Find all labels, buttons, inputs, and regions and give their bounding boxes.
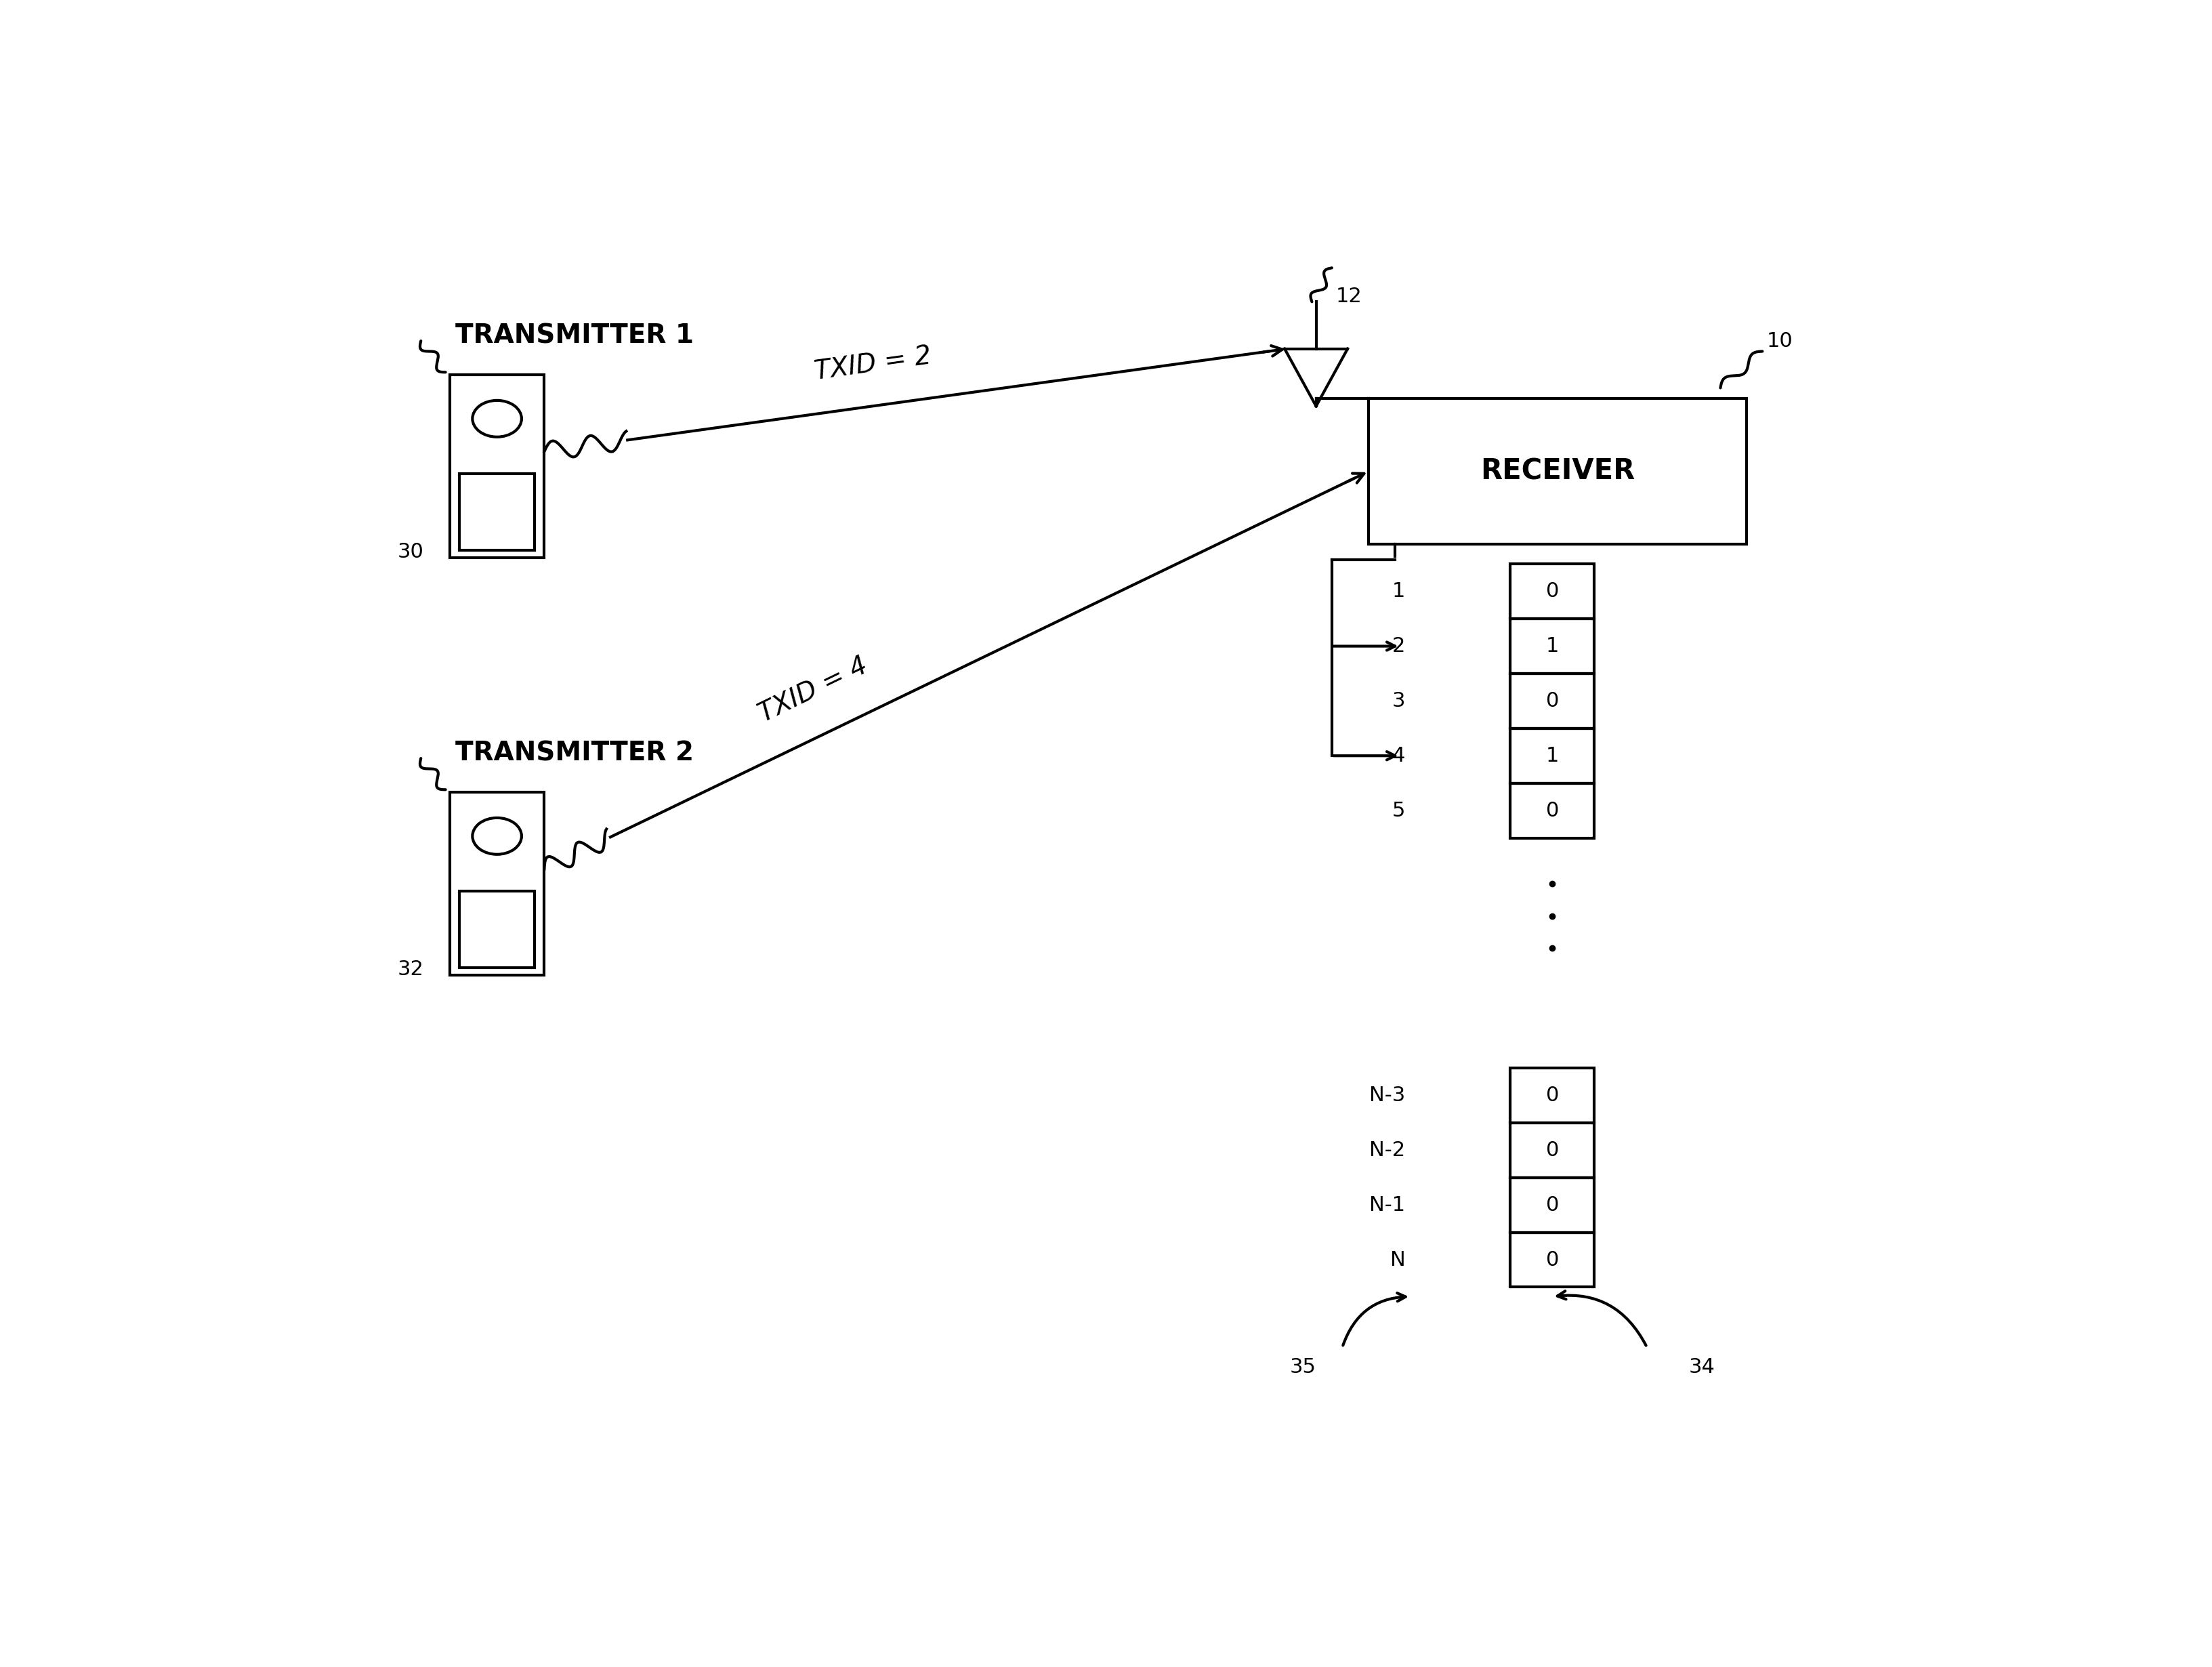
Text: 0: 0: [1546, 1250, 1559, 1270]
Bar: [460, 473, 535, 550]
Text: 5: 5: [1391, 800, 1405, 820]
Text: 0: 0: [1546, 1140, 1559, 1160]
Text: 35: 35: [1290, 1357, 1316, 1377]
Text: N: N: [1389, 1250, 1405, 1270]
Text: 1: 1: [1546, 745, 1559, 765]
Text: RECEIVER: RECEIVER: [1480, 457, 1635, 485]
Text: 0: 0: [1546, 800, 1559, 820]
Text: 1: 1: [1546, 637, 1559, 657]
Text: 0: 0: [1546, 1195, 1559, 1215]
Text: TRANSMITTER 1: TRANSMITTER 1: [456, 323, 695, 348]
Text: 0: 0: [1546, 582, 1559, 602]
Text: 0: 0: [1546, 1085, 1559, 1105]
Text: 2: 2: [1391, 637, 1405, 657]
Text: 0: 0: [1546, 692, 1559, 710]
Text: 32: 32: [398, 959, 425, 979]
Text: N-1: N-1: [1369, 1195, 1405, 1215]
Bar: [1511, 673, 1595, 728]
Bar: [1511, 1177, 1595, 1232]
Bar: [1511, 618, 1595, 673]
Text: TXID = 2: TXID = 2: [812, 343, 933, 385]
Text: 12: 12: [1336, 287, 1363, 307]
Text: 4: 4: [1391, 745, 1405, 765]
Text: 10: 10: [1767, 332, 1794, 352]
Text: 1: 1: [1391, 582, 1405, 602]
Text: 34: 34: [1690, 1357, 1714, 1377]
Bar: [1511, 563, 1595, 618]
Text: TRANSMITTER 2: TRANSMITTER 2: [456, 740, 695, 767]
Bar: [449, 792, 544, 975]
Text: 30: 30: [398, 542, 425, 562]
Bar: [460, 890, 535, 967]
Bar: [449, 375, 544, 557]
Bar: [1369, 398, 1747, 545]
Bar: [1511, 1232, 1595, 1287]
Bar: [1511, 1069, 1595, 1124]
Bar: [1511, 783, 1595, 839]
Text: TXID = 4: TXID = 4: [754, 653, 872, 727]
Bar: [1511, 1124, 1595, 1177]
Text: N-2: N-2: [1369, 1140, 1405, 1160]
Text: 3: 3: [1391, 692, 1405, 710]
Text: N-3: N-3: [1369, 1085, 1405, 1105]
Bar: [1511, 728, 1595, 783]
